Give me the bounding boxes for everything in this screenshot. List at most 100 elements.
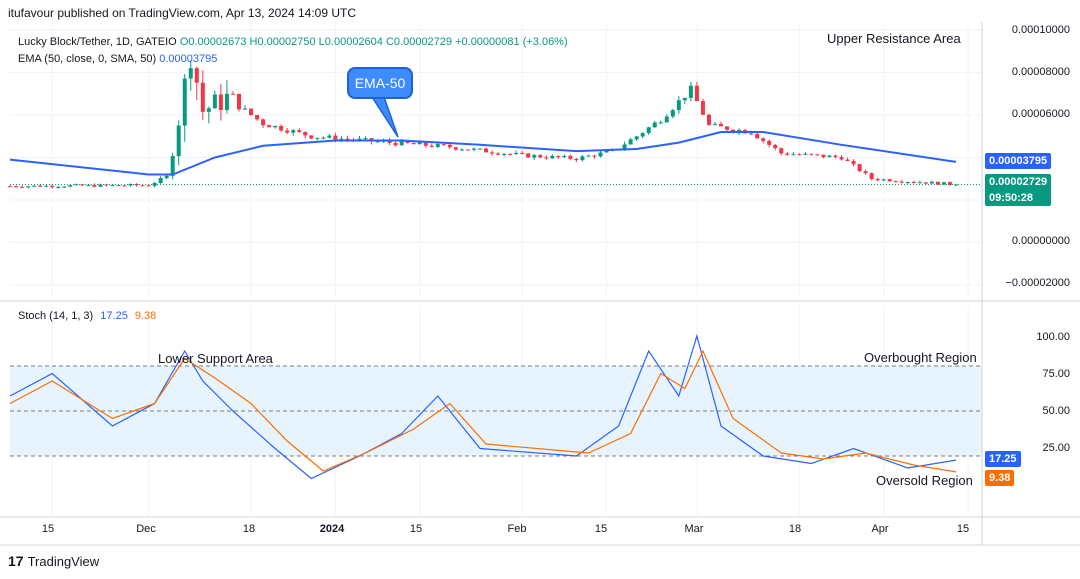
candle-body — [863, 171, 868, 174]
time-tick: 15 — [956, 523, 970, 535]
candle-body — [453, 147, 458, 150]
candle-body — [309, 135, 314, 139]
candle-body — [86, 184, 91, 186]
lower-support-label: Lower Support Area — [158, 351, 273, 366]
ohlc-legend: Lucky Block/Tether, 1D, GATEIO O0.000026… — [18, 36, 568, 48]
candle-body — [146, 185, 151, 187]
ema-legend: EMA (50, close, 0, SMA, 50) 0.00003795 — [18, 53, 217, 65]
candle-body — [833, 155, 838, 158]
time-tick: 15 — [594, 523, 608, 535]
stoch-title: Stoch (14, 1, 3) — [18, 310, 94, 322]
stoch-tick: 75.00 — [1042, 368, 1070, 380]
candle-body — [526, 153, 531, 158]
candle-body — [809, 153, 814, 155]
stoch-legend: Stoch (14, 1, 3) 17.25 9.38 — [18, 310, 156, 322]
candle-body — [514, 152, 519, 154]
candle-body — [315, 137, 320, 139]
candle-body — [682, 97, 687, 101]
candle-body — [218, 94, 223, 110]
time-tick: Feb — [507, 523, 527, 535]
candle-body — [496, 153, 501, 155]
candle-body — [411, 143, 416, 145]
candle-body — [905, 181, 910, 183]
candle-body — [38, 185, 43, 187]
candle-body — [484, 148, 489, 153]
candle-body — [538, 155, 543, 158]
candle-body — [345, 138, 350, 140]
candle-body — [550, 155, 555, 159]
candle-body — [357, 138, 362, 141]
candle-body — [32, 185, 37, 187]
candle-body — [706, 114, 711, 125]
candle-body — [604, 150, 609, 153]
candle-body — [435, 144, 440, 147]
attribution: itufavour published on TradingView.com, … — [8, 6, 356, 20]
candle-body — [941, 182, 946, 185]
candle-body — [236, 93, 241, 110]
overbought-label: Overbought Region — [864, 350, 977, 365]
candle-body — [917, 182, 922, 184]
candle-body — [923, 182, 928, 184]
upper-resistance-label: Upper Resistance Area — [827, 31, 961, 46]
candle-body — [447, 144, 452, 148]
candle-body — [188, 68, 193, 79]
candle-body — [291, 130, 296, 133]
candle-body — [664, 116, 669, 123]
candle-body — [393, 142, 398, 146]
price-tick: −0.00002000 — [1005, 277, 1070, 289]
candle-body — [303, 131, 308, 136]
candle-body — [845, 159, 850, 161]
stoch-tick: 25.00 — [1042, 442, 1070, 454]
candle-body — [797, 154, 802, 156]
candle-body — [875, 179, 880, 181]
candle-body — [785, 153, 790, 155]
candle-body — [954, 184, 958, 186]
candle-body — [502, 153, 507, 155]
candle-body — [779, 148, 784, 154]
time-tick: 18 — [242, 523, 256, 535]
candle-body — [544, 157, 549, 159]
candle-body — [158, 177, 163, 183]
callout-pointer — [370, 96, 399, 138]
candle-body — [267, 125, 272, 128]
candle-body — [773, 144, 778, 149]
close-value: C0.00002729 — [385, 36, 453, 48]
change-value: +0.00000081 (+3.06%) — [455, 36, 568, 48]
candle-body — [140, 185, 145, 187]
candle-body — [851, 160, 856, 165]
candle-body — [375, 141, 380, 143]
stoch-d-badge: 9.38 — [985, 470, 1015, 486]
candle-body — [893, 181, 898, 183]
candle-body — [731, 129, 736, 132]
candle-body — [688, 85, 693, 98]
stoch-k-badge: 17.25 — [985, 451, 1021, 467]
open-value: O0.00002673 — [179, 36, 247, 48]
high-value: H0.00002750 — [249, 36, 316, 48]
candle-body — [857, 164, 862, 172]
tradingview-logo-icon: 17 — [8, 553, 24, 569]
candle-body — [429, 145, 434, 147]
candle-body — [465, 149, 470, 151]
candle-body — [755, 133, 760, 139]
candle-body — [532, 155, 537, 158]
candle-body — [363, 138, 368, 140]
stoch-tick: 50.00 — [1042, 405, 1070, 417]
candle-body — [670, 110, 675, 117]
candle-body — [658, 122, 663, 124]
candle-body — [417, 142, 422, 145]
candle-body — [50, 185, 55, 188]
candle-body — [339, 138, 344, 141]
candle-body — [899, 181, 904, 183]
time-tick: Apr — [871, 523, 889, 535]
candle-body — [869, 173, 874, 180]
candle-body — [791, 154, 796, 156]
candle-body — [700, 101, 705, 115]
candle-body — [520, 152, 525, 154]
candle-body — [212, 94, 217, 109]
candle-body — [321, 137, 326, 139]
candle-body — [26, 186, 31, 188]
tradingview-logo[interactable]: 17 TradingView — [8, 553, 99, 569]
stoch-tick: 100.00 — [1036, 331, 1070, 343]
time-tick: 18 — [788, 523, 802, 535]
